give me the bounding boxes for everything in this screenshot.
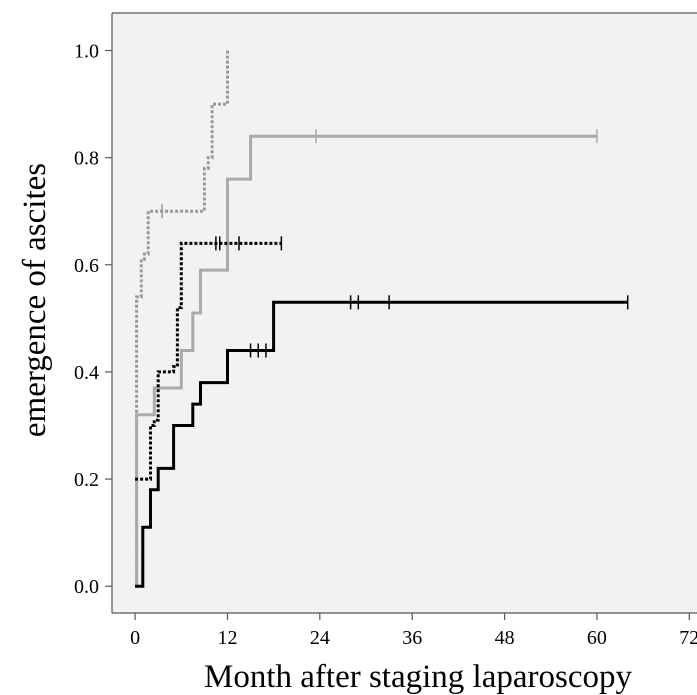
y-tick-label: 0.2: [74, 469, 99, 491]
y-axis-title: emergence of ascites: [17, 163, 53, 437]
x-tick-label: 72: [679, 627, 697, 649]
x-tick-label: 48: [495, 627, 515, 649]
series-line-3: [135, 241, 282, 481]
x-tick-label: 60: [587, 627, 607, 649]
plot-background: [112, 13, 697, 613]
y-tick-label: 0.4: [74, 362, 99, 384]
y-tick-label: 0.8: [74, 148, 99, 170]
series-line-4: [135, 300, 628, 588]
tick-layer: 0 12 24 36 48 60 72 0.0 0.2 0.4 0.6 0.8 1.0: [74, 41, 697, 650]
y-tick-label: 0.0: [74, 576, 99, 598]
series-line-2: [135, 134, 597, 588]
series-layer: [135, 50, 629, 588]
x-tick-label: 24: [310, 627, 330, 649]
y-tick-label: 1.0: [74, 41, 99, 63]
x-tick-label: 0: [130, 627, 140, 649]
x-tick-label: 12: [217, 627, 237, 649]
x-axis-title: Month after staging laparoscopy: [204, 659, 632, 695]
y-tick-label: 0.6: [74, 255, 99, 277]
x-tick-label: 36: [402, 627, 422, 649]
